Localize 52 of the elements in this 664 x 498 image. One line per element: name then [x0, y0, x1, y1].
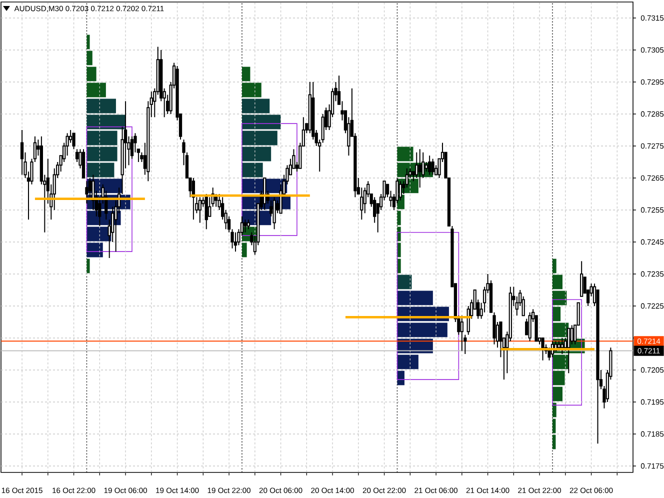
bar: [397, 210, 401, 226]
candlestick: [398, 180, 402, 201]
candlestick: [428, 155, 432, 176]
candlestick: [52, 168, 56, 210]
bar: [552, 370, 565, 386]
bar: [86, 130, 118, 146]
bar: [242, 130, 278, 146]
bar: [86, 82, 106, 98]
candlestick: [515, 296, 518, 316]
candlestick: [68, 129, 72, 144]
bar: [397, 274, 412, 290]
candlestick: [40, 136, 43, 185]
bar: [242, 242, 247, 258]
bar: [86, 258, 90, 274]
candlestick: [134, 132, 137, 153]
bar: [86, 34, 90, 50]
candlestick: [360, 187, 364, 220]
candlestick: [244, 219, 247, 233]
candlestick: [146, 100, 150, 182]
bar: [86, 66, 96, 82]
bar: [242, 82, 262, 98]
candlestick: [418, 148, 422, 188]
bar: [552, 258, 556, 274]
bar: [397, 290, 433, 306]
bar: [397, 146, 414, 162]
bar: [86, 98, 116, 114]
bar: [397, 354, 418, 370]
bar: [397, 322, 448, 338]
bar: [552, 274, 562, 290]
candlestick: [431, 158, 434, 176]
bar: [242, 66, 250, 82]
candlestick: [66, 132, 69, 156]
bar: [86, 50, 92, 66]
bar: [552, 434, 556, 450]
bar: [86, 114, 126, 130]
bar: [242, 162, 263, 178]
bar: [552, 402, 556, 418]
bar: [242, 98, 270, 114]
candlestick: [464, 334, 467, 354]
candlestick: [363, 187, 366, 214]
candlestick: [20, 129, 24, 176]
bar: [552, 418, 556, 434]
bar: [552, 306, 561, 322]
bar: [242, 146, 272, 162]
candlestick: [85, 180, 88, 204]
candlestick: [570, 324, 574, 345]
candlestick: [198, 196, 202, 224]
bar: [552, 386, 562, 402]
candlestick: [482, 286, 486, 313]
candlestick: [321, 113, 324, 144]
candlestick: [234, 232, 238, 252]
candlestick: [92, 174, 95, 210]
